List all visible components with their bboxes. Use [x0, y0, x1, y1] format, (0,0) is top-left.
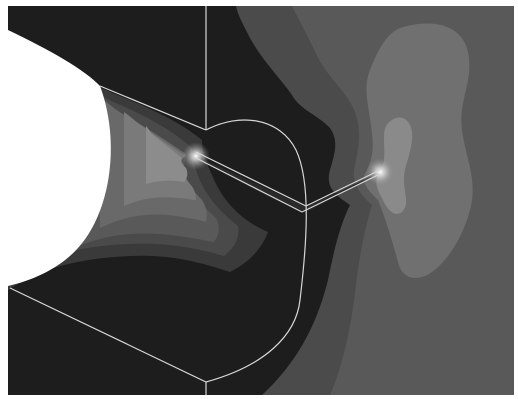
- left-crack-tip-glow: [182, 142, 210, 170]
- crack-edge-left-upper: [195, 151, 307, 207]
- crack-edge-right-upper: [305, 169, 381, 207]
- edge-curved-arc: [205, 119, 307, 383]
- right-crack-tip-glow: [366, 158, 394, 186]
- crack-shadow-band: [196, 156, 380, 212]
- edge-upper-diagonal: [99, 85, 207, 131]
- circular-hole: [8, 30, 111, 286]
- contour-band-left-6: [146, 126, 188, 184]
- crack-edge-right-lower: [301, 173, 381, 213]
- crack-edge-left-lower: [195, 157, 303, 213]
- edge-lower-diagonal: [9, 287, 207, 383]
- geometry-edges: [9, 6, 381, 395]
- contour-band-right-plume: [363, 23, 473, 278]
- contour-band-right-plume-inner: [376, 117, 413, 214]
